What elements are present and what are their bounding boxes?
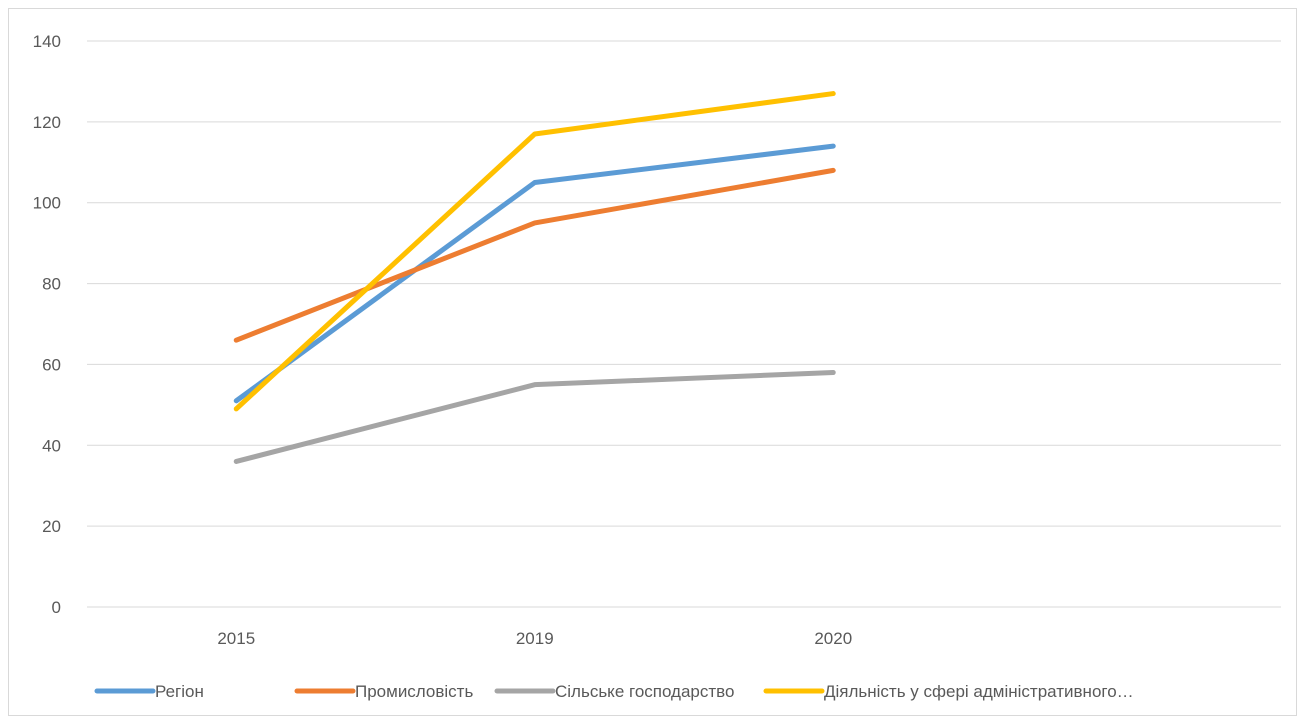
legend-label: Регіон <box>155 682 204 701</box>
x-tick-label: 2020 <box>814 629 852 648</box>
series-line-3 <box>233 91 836 412</box>
y-axis-ticks: 0 20 40 60 80 100 120 140 <box>33 32 61 617</box>
y-tick-label: 20 <box>42 517 61 536</box>
legend-label: Промисловість <box>355 682 473 701</box>
y-tick-label: 140 <box>33 32 61 51</box>
y-tick-label: 120 <box>33 113 61 132</box>
y-tick-label: 0 <box>52 598 61 617</box>
y-tick-label: 100 <box>33 194 61 213</box>
series-line-0 <box>233 143 836 404</box>
y-tick-label: 60 <box>42 355 61 374</box>
legend-label: Сільське господарство <box>555 682 734 701</box>
series-line-2 <box>233 370 836 464</box>
y-tick-label: 40 <box>42 436 61 455</box>
x-tick-label: 2019 <box>516 629 554 648</box>
legend-label: Діяльність у сфері адміністративного… <box>824 682 1134 701</box>
legend: Регіон Промисловість Сільське господарство… <box>94 682 1134 701</box>
x-axis-ticks: 2015 2019 2020 <box>217 629 852 648</box>
chart-frame <box>8 8 1297 716</box>
series-line-1 <box>233 167 836 343</box>
gridlines <box>87 40 1281 608</box>
x-tick-label: 2015 <box>217 629 255 648</box>
series-lines <box>233 91 836 464</box>
y-tick-label: 80 <box>42 275 61 294</box>
